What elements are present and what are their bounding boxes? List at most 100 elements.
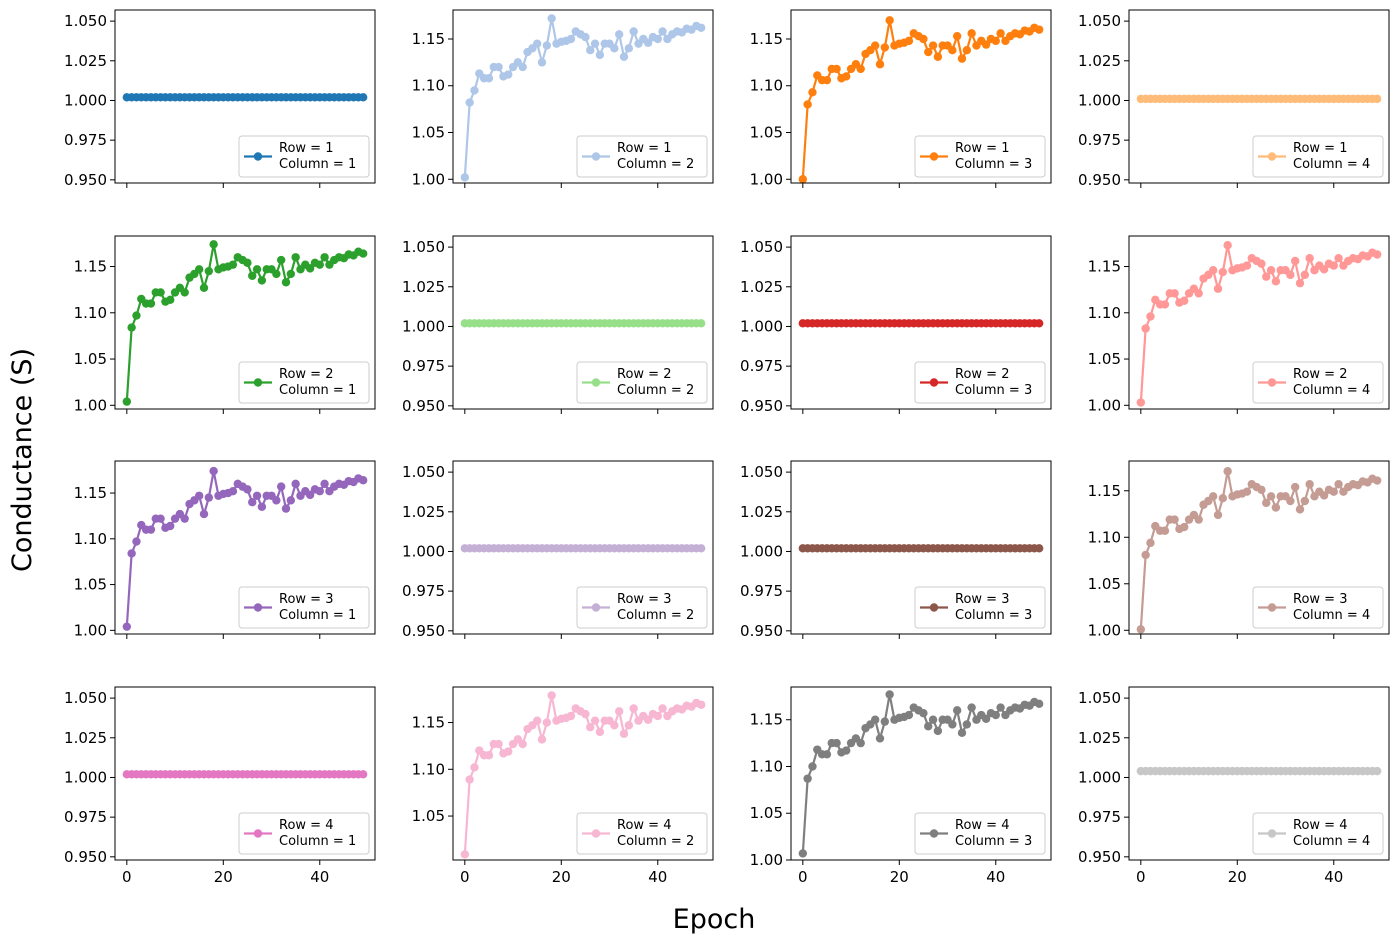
legend-box [576, 135, 708, 178]
data-point [194, 265, 204, 274]
y-tick-label: 1.025 [64, 729, 107, 747]
legend-label-row: Row = 4 [955, 818, 1009, 833]
data-point [590, 716, 600, 725]
y-tick-label: 1.10 [74, 530, 107, 548]
y-tick-label: 1.000 [64, 768, 107, 786]
legend-label-column: Column = 1 [279, 608, 356, 623]
data-point [209, 240, 218, 249]
data-point [1146, 312, 1155, 321]
data-point [504, 70, 513, 79]
legend-label-row: Row = 2 [1293, 367, 1347, 382]
data-point [590, 39, 600, 48]
data-point [272, 496, 281, 505]
y-tick-label: 1.025 [1078, 52, 1121, 70]
y-tick-label: 0.975 [64, 131, 107, 149]
data-point [952, 706, 962, 715]
data-point [1334, 480, 1343, 489]
y-tick-label: 1.025 [740, 278, 783, 296]
y-tick-label: 1.050 [64, 12, 107, 30]
legend-label-column: Column = 3 [955, 157, 1032, 172]
y-tick-label: 1.00 [74, 396, 107, 414]
data-point [1271, 277, 1281, 286]
data-point [832, 738, 841, 748]
data-point [1257, 259, 1266, 268]
data-point [870, 41, 880, 50]
data-point [248, 497, 257, 507]
y-tick-label: 1.000 [1078, 768, 1121, 786]
legend-marker [1267, 152, 1277, 161]
data-point [1034, 699, 1044, 709]
y-tick-label: 1.000 [402, 542, 445, 560]
data-point [1213, 284, 1223, 293]
legend-label-row: Row = 3 [279, 592, 333, 607]
y-tick-label: 1.15 [412, 714, 445, 732]
data-point [248, 271, 257, 280]
data-point [122, 397, 132, 406]
legend-label-column: Column = 4 [1293, 608, 1370, 623]
data-point [1319, 491, 1329, 500]
data-point [948, 46, 957, 55]
data-point [320, 253, 329, 262]
data-point [962, 46, 972, 55]
y-tick-label: 1.00 [750, 851, 783, 869]
data-point [595, 50, 605, 60]
legend-marker [929, 152, 939, 161]
data-point [885, 690, 894, 699]
data-point [199, 509, 209, 519]
legend-box [914, 586, 1046, 629]
data-point [842, 72, 851, 81]
y-tick-label: 1.050 [402, 463, 445, 481]
legend-marker [929, 829, 939, 838]
data-point [1136, 398, 1146, 407]
data-point [581, 709, 590, 719]
data-point [537, 58, 547, 67]
data-point [856, 738, 865, 748]
legend-marker [1267, 603, 1277, 612]
legend-label-column: Column = 4 [1293, 157, 1370, 172]
data-point [1290, 256, 1300, 266]
data-point [1136, 625, 1146, 634]
data-point [595, 727, 605, 737]
plot-frame [790, 9, 1052, 184]
y-tick-label: 1.05 [750, 124, 783, 142]
y-tick-label: 0.950 [402, 622, 445, 640]
data-point [315, 487, 324, 496]
data-point [358, 476, 368, 485]
data-point [1034, 25, 1044, 34]
y-tick-label: 1.00 [1088, 621, 1121, 639]
data-point [586, 46, 595, 55]
data-point [166, 521, 175, 531]
data-point [1290, 482, 1300, 492]
data-point [696, 700, 706, 709]
data-point [924, 722, 933, 731]
data-point [875, 60, 885, 69]
data-point [1266, 266, 1276, 275]
data-point [1194, 289, 1203, 298]
y-tick-label: 1.10 [412, 760, 445, 778]
data-point [653, 34, 662, 44]
data-point [460, 850, 470, 859]
data-point [166, 295, 175, 305]
y-tick-label: 1.025 [740, 503, 783, 521]
data-point [228, 487, 238, 496]
legend-label-column: Column = 3 [955, 834, 1032, 849]
legend-box [576, 361, 708, 404]
data-point [629, 27, 638, 36]
legend-box [1252, 586, 1384, 629]
legend-box [238, 361, 370, 404]
data-point [286, 269, 296, 279]
data-point [696, 319, 706, 328]
data-point [653, 711, 662, 721]
legend-label-row: Row = 2 [617, 367, 671, 382]
y-tick-label: 0.950 [1078, 848, 1121, 866]
data-point [919, 34, 928, 44]
data-point [586, 723, 595, 732]
legend-label-column: Column = 2 [617, 157, 694, 172]
y-tick-label: 1.15 [1088, 482, 1121, 500]
